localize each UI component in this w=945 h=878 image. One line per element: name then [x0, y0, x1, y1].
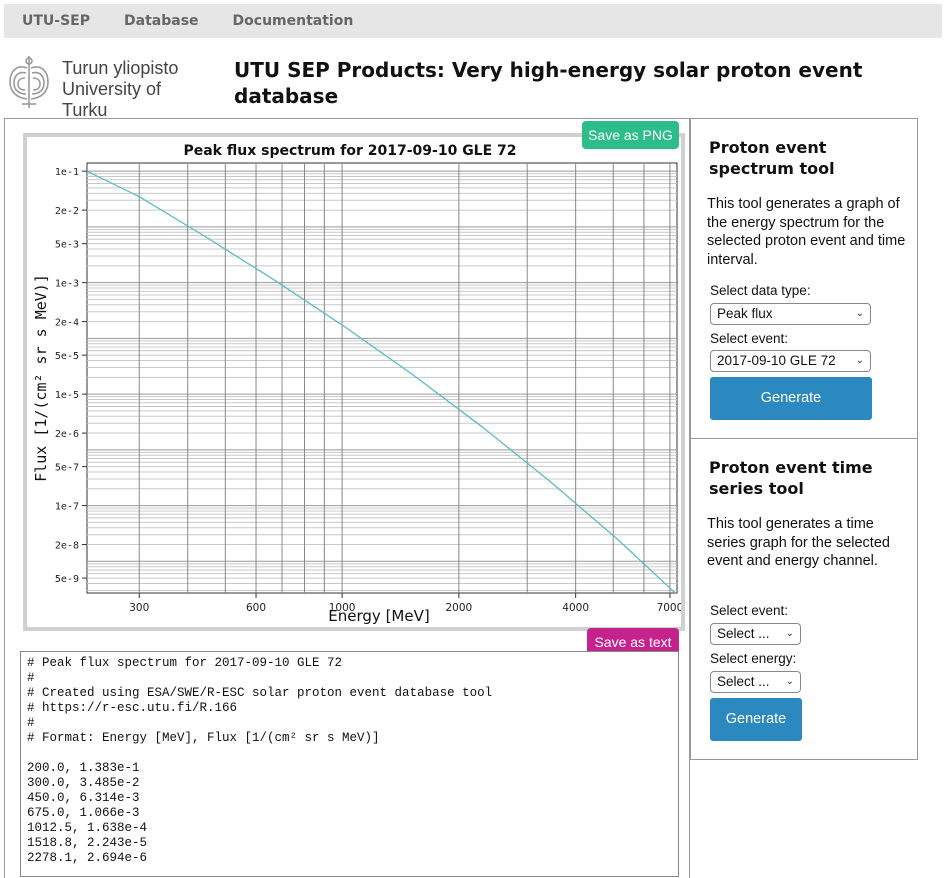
output-data-line: 300.0, 3.485e-2 [27, 776, 140, 790]
output-header-line: # Peak flux spectrum for 2017-09-10 GLE … [27, 656, 343, 670]
output-data-line: 2278.1, 2.694e-6 [27, 851, 148, 865]
data-type-label: Select data type: [710, 283, 811, 298]
event-label: Select event: [710, 331, 789, 346]
chart-title: Peak flux spectrum for 2017-09-10 GLE 72 [183, 143, 516, 159]
data-type-select[interactable]: Peak flux ⌄ [710, 303, 871, 325]
timeseries-tool-description: This tool generates a time series graph … [707, 516, 890, 569]
chevron-down-icon: ⌄ [785, 676, 794, 687]
y-tick-label: 2e-6 [55, 429, 79, 440]
nav-database[interactable]: Database [124, 13, 199, 29]
output-header-line: # Created using ESA/SWE/R-ESC solar prot… [27, 686, 493, 700]
university-emblem-icon [9, 56, 49, 108]
plot-area [86, 162, 678, 594]
y-tick-label: 2e-8 [55, 541, 79, 552]
event-value: 2017-09-10 GLE 72 [717, 353, 836, 368]
output-header-line: # [27, 716, 35, 730]
y-tick-label: 1e-7 [55, 502, 79, 513]
chevron-down-icon: ⌄ [855, 355, 864, 366]
x-tick-label: 2000 [446, 602, 473, 614]
ts-event-label: Select event: [710, 603, 789, 618]
output-data-line: 675.0, 1.066e-3 [27, 806, 140, 820]
generate-timeseries-button[interactable]: Generate [710, 698, 802, 741]
spectrum-chart: 1e-1 2e-2 5e-3 1e-3 2e-4 5e-5 1e-5 2e-6 5e-7 1e-7… [32, 143, 681, 625]
output-header-line: # https://r-esc.utu.fi/R.166 [27, 701, 238, 715]
spectrum-tool-description: This tool generates a graph of the energ… [707, 196, 906, 268]
x-tick-label: 7000 [657, 602, 681, 614]
generate-spectrum-button[interactable]: Generate [710, 377, 872, 420]
spectrum-text-output[interactable]: # Peak flux spectrum for 2017-09-10 GLE … [20, 651, 679, 877]
nav-documentation[interactable]: Documentation [232, 13, 354, 29]
y-tick-label: 5e-3 [55, 240, 79, 251]
output-header-line: # Format: Energy [MeV], Flux [1/(cm² sr … [27, 731, 380, 745]
ts-energy-value: Select ... [717, 674, 770, 689]
output-data-line: 200.0, 1.383e-1 [27, 761, 140, 775]
y-tick-label: 2e-2 [55, 206, 79, 217]
logo-line-2: University of Turku [62, 79, 162, 120]
output-header-line: # [27, 671, 35, 685]
chart-frame: 1e-1 2e-2 5e-3 1e-3 2e-4 5e-5 1e-5 2e-6 5e-7 1e-7… [23, 133, 685, 631]
nav-utu-sep[interactable]: UTU-SEP [22, 13, 91, 29]
y-axis-label: Flux [1/(cm² sr s MeV)] [32, 274, 50, 482]
event-select[interactable]: 2017-09-10 GLE 72 ⌄ [710, 350, 871, 372]
timeseries-tool-panel: Proton event time series tool This tool … [690, 438, 918, 760]
spectrum-tool-title: Proton event spectrum tool [709, 138, 835, 178]
x-tick-label: 4000 [562, 602, 589, 614]
y-tick-label: 5e-7 [55, 463, 79, 474]
logo-text: Turun yliopisto University of Turku [62, 58, 206, 121]
x-tick-label: 300 [129, 602, 149, 614]
y-tick-label: 5e-5 [55, 351, 79, 362]
y-tick-label: 2e-4 [55, 318, 79, 329]
x-tick-label: 1000 [329, 602, 356, 614]
output-data-line: 1518.8, 2.243e-5 [27, 836, 148, 850]
spectrum-tool-panel: Proton event spectrum tool This tool gen… [690, 118, 918, 440]
output-data-line: 1012.5, 1.638e-4 [27, 821, 148, 835]
x-axis-label: Energy [MeV] [328, 607, 429, 625]
series-line [87, 170, 677, 593]
x-tick-label: 600 [246, 602, 266, 614]
page-title: UTU SEP Products: Very high-energy solar… [234, 58, 863, 108]
y-tick-label: 1e-3 [55, 279, 79, 290]
ts-event-select[interactable]: Select ... ⌄ [710, 623, 801, 645]
ts-event-value: Select ... [717, 626, 770, 641]
output-blank-line [27, 746, 672, 761]
timeseries-tool-title: Proton event time series tool [709, 458, 873, 498]
ts-energy-select[interactable]: Select ... ⌄ [710, 671, 801, 693]
top-nav: UTU-SEP Database Documentation [4, 4, 942, 38]
ts-energy-label: Select energy: [710, 651, 797, 666]
chevron-down-icon: ⌄ [855, 308, 864, 319]
save-png-button[interactable]: Save as PNG [582, 121, 679, 149]
output-data-line: 450.0, 6.314e-3 [27, 791, 140, 805]
y-tick-label: 5e-9 [55, 574, 79, 585]
data-type-value: Peak flux [717, 306, 773, 321]
chevron-down-icon: ⌄ [785, 628, 794, 639]
y-tick-label: 1e-1 [55, 167, 79, 178]
y-tick-label: 1e-5 [55, 390, 79, 401]
logo-line-1: Turun yliopisto [62, 58, 179, 78]
university-logo[interactable]: Turun yliopisto University of Turku [6, 54, 206, 120]
